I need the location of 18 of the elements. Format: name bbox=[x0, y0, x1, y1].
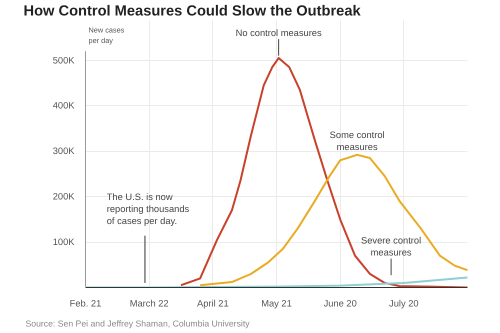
y-tick-label: 300K bbox=[52, 146, 76, 156]
y-tick-label: 100K bbox=[52, 237, 76, 248]
y-tick-label: 400K bbox=[52, 100, 76, 111]
x-tick-label: June 20 bbox=[324, 298, 357, 308]
series-label: Some control measures bbox=[330, 130, 385, 152]
y-tick-label: 500K bbox=[52, 55, 76, 66]
annotation: The U.S. is now reporting thousands of cases per day. bbox=[106, 192, 190, 226]
x-tick-label: July 20 bbox=[389, 298, 419, 308]
text: No control measures bbox=[236, 28, 322, 38]
text: Severe control measures bbox=[361, 236, 422, 258]
source-note: Source: Sen Pei and Jeffrey Shaman, Columbia University bbox=[26, 318, 250, 328]
chart-title: How Control Measures Could Slow the Outbreak bbox=[24, 4, 362, 20]
x-tick-label: March 22 bbox=[130, 298, 169, 308]
x-tick-label: May 21 bbox=[261, 298, 292, 308]
line-series bbox=[199, 154, 468, 286]
y-tick-label: 200K bbox=[52, 192, 76, 202]
x-tick-label: April 21 bbox=[197, 298, 229, 308]
x-tick-label: Feb. 21 bbox=[70, 298, 102, 308]
